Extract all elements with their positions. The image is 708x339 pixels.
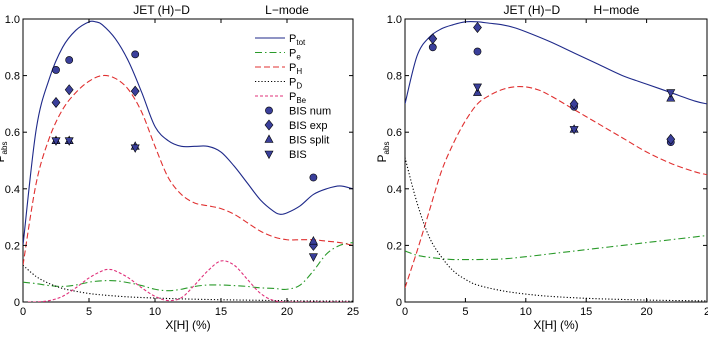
x-tick-label: 0: [20, 306, 26, 318]
y-tick-label: 0.8: [387, 71, 402, 83]
marker-bis-num: [309, 173, 318, 182]
marker-bis-num: [52, 66, 60, 74]
marker-bis-exp: [428, 33, 438, 45]
legend-label-bis: BIS: [289, 149, 307, 161]
marker-bis-exp: [51, 97, 61, 108]
y-axis-label: Pabs: [375, 142, 391, 163]
series-line-p-e: [405, 234, 707, 261]
series-line-p-tot: [23, 20, 353, 246]
mode-label: L−mode: [265, 3, 309, 17]
x-tick-label: 10: [520, 306, 532, 318]
y-axis-label: Pabs: [0, 142, 9, 163]
mode-label: H−mode: [594, 3, 640, 17]
chart-panel-h-mode: JET (H)−D H−mode X[H] (%) Pabs 0 5 10 15 20 2…: [375, 3, 708, 332]
marker-bis-num: [428, 43, 437, 52]
chart-title: JET (H)−D: [133, 3, 190, 17]
y-tick-label: 0.2: [5, 240, 20, 252]
marker-bis-split: [308, 236, 318, 245]
marker-bis: [64, 137, 74, 146]
series-line-p-tot: [405, 21, 707, 105]
legend-label-bis-num: BIS num: [289, 106, 331, 118]
chart-panel-l-mode: JET (H)−D L−mode X[H] (%) Pabs PtotPePHP…: [0, 3, 359, 332]
marker-bis: [666, 89, 676, 98]
series-line-p-h: [405, 86, 707, 289]
series-line-p-h: [23, 74, 353, 266]
legend-marker-bis: [264, 150, 274, 160]
x-tick-label: 20: [281, 306, 293, 318]
y-axis-label-sub: abs: [0, 142, 9, 155]
x-tick-label: 0: [402, 306, 408, 318]
y-axis-label-sub: abs: [382, 142, 391, 155]
y-tick-label: 0: [396, 297, 402, 309]
svg-text:Pabs: Pabs: [375, 142, 391, 163]
x-axis-label: X[H] (%): [165, 318, 210, 332]
marker-bis-exp: [64, 84, 74, 96]
legend-label-p-be: PBe: [289, 91, 307, 105]
legend-label-p-d: PD: [289, 77, 302, 91]
legend-label-p-h: PH: [289, 62, 302, 76]
legend-label-p-e: Pe: [289, 48, 301, 62]
series-line-p-d: [405, 157, 707, 302]
marker-bis: [308, 253, 318, 262]
y-tick-label: 0: [14, 297, 20, 309]
x-tick-label: 10: [149, 306, 161, 318]
x-axis-label: X[H] (%): [533, 318, 578, 332]
legend-marker-bis-split: [264, 134, 274, 143]
x-tick-label: 15: [580, 306, 592, 318]
series-line-p-be: [23, 260, 353, 302]
legend-label-bis-split: BIS split: [289, 135, 329, 147]
marker-bis-exp: [666, 133, 676, 145]
marker-bis: [472, 83, 482, 93]
y-axis-label-main: P: [375, 154, 389, 162]
y-tick-label: 0.4: [5, 184, 20, 196]
marker-bis: [51, 137, 61, 146]
y-axis-label-main: P: [0, 154, 7, 162]
x-tick-label: 5: [86, 306, 92, 318]
y-tick-label: 0.6: [5, 127, 20, 139]
plot-frame: [404, 18, 708, 303]
y-tick-label: 0.4: [387, 184, 402, 196]
plot-area: [23, 20, 353, 302]
plot-frame: [22, 18, 354, 303]
marker-bis-num: [131, 50, 140, 59]
legend-marker-bis-exp: [264, 119, 274, 131]
y-tick-label: 1.0: [387, 14, 402, 26]
plot-area: [405, 21, 707, 302]
svg-text:Pabs: Pabs: [0, 142, 9, 163]
marker-bis: [130, 144, 140, 153]
x-tick-label: 2: [704, 306, 708, 318]
marker-bis: [569, 126, 579, 135]
marker-bis-num: [473, 47, 482, 56]
legend-label-p-tot: Ptot: [289, 33, 306, 47]
marker-bis-exp: [473, 22, 482, 33]
x-tick-label: 20: [640, 306, 652, 318]
y-tick-label: 0.2: [387, 240, 402, 252]
legend-label-bis-exp: BIS exp: [289, 120, 328, 132]
series-line-p-d: [23, 264, 353, 302]
x-tick-label: 15: [215, 306, 227, 318]
marker-bis-exp: [130, 85, 140, 97]
marker-bis-num: [65, 56, 74, 64]
marker-bis-exp: [569, 98, 579, 110]
x-tick-label: 5: [462, 306, 468, 318]
x-tick-label: 25: [347, 306, 359, 318]
y-tick-label: 0.6: [387, 127, 402, 139]
chart-title: JET (H)−D: [503, 3, 560, 17]
y-tick-label: 1.0: [5, 14, 20, 26]
series-line-p-e: [23, 242, 353, 292]
legend-marker-bis-num: [265, 106, 273, 115]
y-tick-label: 0.8: [5, 71, 20, 83]
